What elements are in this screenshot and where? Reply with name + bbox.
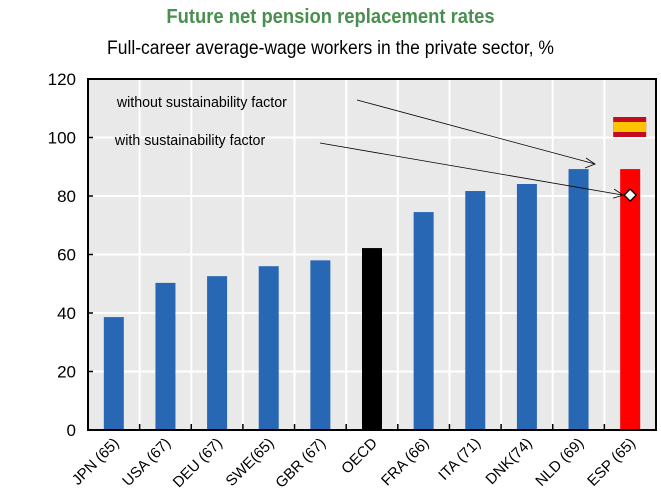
arrowhead-without <box>584 157 596 169</box>
x-tick-label: OECD <box>338 435 381 478</box>
x-tick-label: ITA (71) <box>435 435 484 484</box>
arrow-without <box>356 99 596 165</box>
chart-title: Future net pension replacement rates <box>166 6 495 28</box>
x-tick-label: GBR (67) <box>272 435 329 492</box>
bar-fra <box>413 212 434 430</box>
bar-dnk <box>516 184 537 430</box>
y-tick-label: 120 <box>48 70 76 89</box>
x-tick-label: USA (67) <box>119 435 174 490</box>
y-tick-label: 40 <box>57 304 76 323</box>
bar-swe <box>258 266 279 430</box>
y-tick-label: 100 <box>48 129 76 148</box>
spain-flag-stripe <box>613 122 647 132</box>
arrow-with <box>319 142 624 196</box>
y-tick-label: 0 <box>67 421 76 440</box>
annotation-with: with sustainability factor <box>114 133 265 149</box>
y-tick-label: 80 <box>57 187 76 206</box>
x-tick-label: SWE(65) <box>223 435 278 490</box>
x-tick-label: NLD (69) <box>532 435 587 490</box>
x-tick-label: FRA (66) <box>378 435 432 489</box>
x-tick-label: JPN (65) <box>69 435 123 489</box>
bar-jpn <box>103 317 124 430</box>
chart-subtitle: Full-career average-wage workers in the … <box>107 38 554 59</box>
x-tick-label: DNK(74) <box>482 435 535 488</box>
bar-usa <box>155 282 176 430</box>
x-tick-label: DEU (67) <box>170 435 226 491</box>
y-tick-label: 60 <box>57 246 76 265</box>
annotation-without: without sustainability factor <box>116 95 287 111</box>
bar-gbr <box>310 260 331 430</box>
bar-esp <box>620 169 641 430</box>
bar-ita <box>465 191 486 430</box>
diamond-marker-esp <box>623 188 638 203</box>
arrowhead-with <box>613 188 625 199</box>
bar-nld <box>568 169 589 430</box>
x-tick-label: ESP (65) <box>584 435 639 490</box>
y-tick-label: 20 <box>57 363 76 382</box>
bar-oecd <box>362 248 382 430</box>
bar-deu <box>207 276 228 430</box>
plot-border <box>87 78 657 431</box>
